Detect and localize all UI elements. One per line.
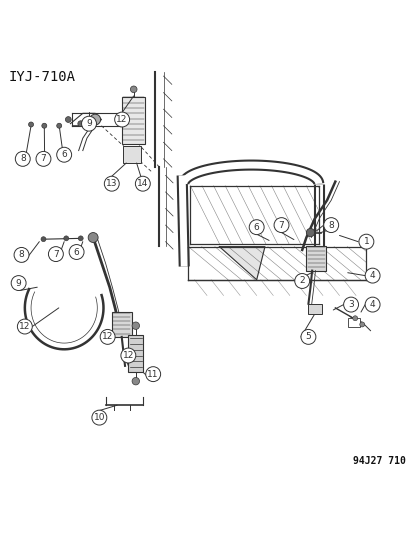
Text: 4: 4 xyxy=(369,300,375,309)
Text: 12: 12 xyxy=(122,351,134,360)
Polygon shape xyxy=(219,247,264,280)
Text: 7: 7 xyxy=(40,155,46,163)
Text: 11: 11 xyxy=(147,370,159,378)
Circle shape xyxy=(69,245,84,260)
Text: 14: 14 xyxy=(137,179,148,188)
Circle shape xyxy=(28,122,33,127)
Circle shape xyxy=(359,322,364,327)
Circle shape xyxy=(88,232,98,243)
Text: 3: 3 xyxy=(347,300,353,309)
Circle shape xyxy=(135,176,150,191)
Circle shape xyxy=(132,322,139,329)
Circle shape xyxy=(294,273,309,288)
Text: 6: 6 xyxy=(253,223,259,232)
Text: 12: 12 xyxy=(102,333,113,341)
Circle shape xyxy=(36,151,51,166)
Circle shape xyxy=(323,217,338,232)
Circle shape xyxy=(364,268,379,283)
Circle shape xyxy=(145,367,160,382)
Text: 5: 5 xyxy=(305,333,311,341)
Text: 9: 9 xyxy=(16,279,21,288)
Circle shape xyxy=(132,377,139,385)
Circle shape xyxy=(92,410,107,425)
Circle shape xyxy=(17,319,32,334)
Bar xyxy=(123,147,140,163)
Bar xyxy=(308,304,321,314)
Text: 9: 9 xyxy=(86,119,92,128)
Circle shape xyxy=(121,348,135,363)
Circle shape xyxy=(352,316,357,321)
Text: 12: 12 xyxy=(116,115,128,124)
Text: 10: 10 xyxy=(93,413,105,422)
Circle shape xyxy=(114,112,129,127)
Circle shape xyxy=(14,247,29,262)
Text: 2: 2 xyxy=(299,277,304,286)
Text: 8: 8 xyxy=(328,221,333,230)
Circle shape xyxy=(41,237,46,241)
Circle shape xyxy=(64,236,69,241)
Text: 94J27 710: 94J27 710 xyxy=(352,456,405,466)
Circle shape xyxy=(57,147,71,162)
Bar xyxy=(128,335,142,372)
Circle shape xyxy=(249,220,263,235)
Bar xyxy=(347,318,359,327)
Circle shape xyxy=(130,86,137,93)
Text: IYJ-710A: IYJ-710A xyxy=(8,70,75,84)
Circle shape xyxy=(300,329,315,344)
Circle shape xyxy=(358,234,373,249)
Text: 12: 12 xyxy=(19,322,31,331)
Circle shape xyxy=(306,229,314,237)
Text: 7: 7 xyxy=(278,221,284,230)
Circle shape xyxy=(15,151,30,166)
Circle shape xyxy=(343,297,358,312)
Text: 6: 6 xyxy=(61,150,67,159)
Text: 8: 8 xyxy=(20,155,26,163)
Circle shape xyxy=(100,329,115,344)
Circle shape xyxy=(364,297,379,312)
Bar xyxy=(112,312,131,337)
Circle shape xyxy=(78,236,83,241)
Text: 1: 1 xyxy=(363,237,368,246)
Text: 8: 8 xyxy=(19,251,24,260)
Bar xyxy=(306,246,325,271)
Circle shape xyxy=(78,121,83,126)
Text: 13: 13 xyxy=(106,179,117,188)
Circle shape xyxy=(42,123,47,128)
Circle shape xyxy=(57,123,62,128)
Text: 4: 4 xyxy=(369,271,375,280)
Text: 6: 6 xyxy=(74,247,79,256)
Circle shape xyxy=(11,276,26,290)
Circle shape xyxy=(65,117,71,123)
Circle shape xyxy=(104,176,119,191)
Circle shape xyxy=(273,217,288,232)
Circle shape xyxy=(48,247,63,262)
Circle shape xyxy=(90,114,100,125)
Circle shape xyxy=(81,116,96,131)
Bar xyxy=(122,97,145,144)
Text: 7: 7 xyxy=(53,249,59,259)
